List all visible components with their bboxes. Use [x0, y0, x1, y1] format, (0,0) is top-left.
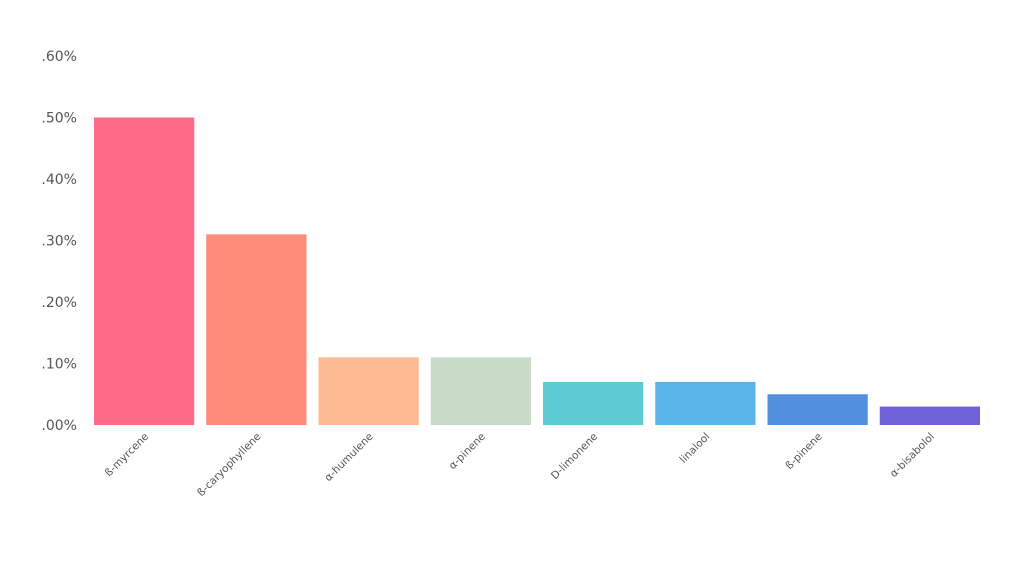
x-category-label: ß-myrcene — [103, 431, 151, 479]
bar[interactable] — [206, 234, 307, 425]
y-axis: .00% .10% .20% .30% .40% .50% .60% — [41, 49, 77, 434]
bars — [94, 117, 980, 426]
bar[interactable] — [318, 357, 419, 425]
x-category-label: ß-caryophyllene — [195, 431, 263, 499]
bar[interactable] — [655, 381, 756, 425]
y-tick-label: .10% — [41, 357, 77, 373]
x-category-label: linalool — [677, 431, 712, 466]
y-tick-label: .40% — [41, 172, 77, 188]
x-category-label: D-limonene — [549, 431, 600, 482]
bar[interactable] — [430, 357, 531, 425]
y-tick-label: .00% — [41, 418, 77, 434]
x-category-label: ß-pinene — [783, 431, 824, 472]
y-tick-label: .50% — [41, 111, 77, 127]
y-tick-label: .30% — [41, 234, 77, 250]
bar[interactable] — [94, 117, 195, 426]
x-category-label: α-bisabolol — [888, 431, 937, 480]
x-category-label: α-humulene — [322, 431, 375, 484]
y-tick-label: .20% — [41, 295, 77, 311]
x-category-label: α-pinene — [447, 431, 488, 472]
bar[interactable] — [879, 406, 980, 425]
x-axis: ß-myrcene ß-caryophyllene α-humulene α-pine… — [103, 431, 937, 499]
bar[interactable] — [543, 381, 644, 425]
y-tick-label: .60% — [41, 49, 77, 65]
bar[interactable] — [767, 394, 868, 425]
